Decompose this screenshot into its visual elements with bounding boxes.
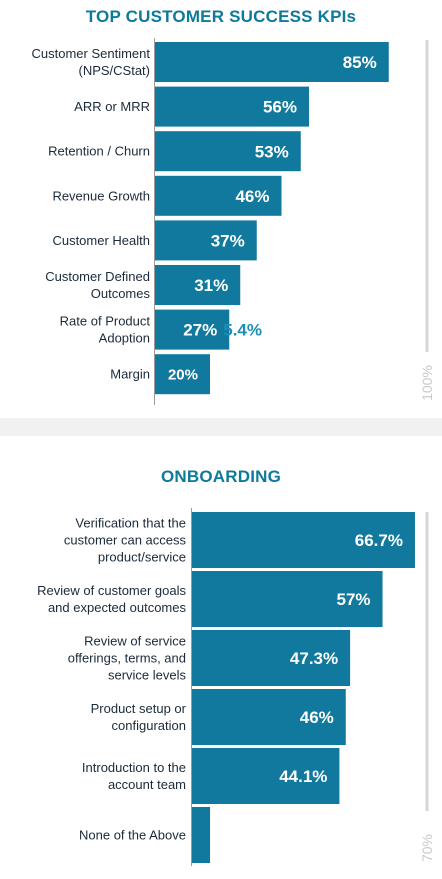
category-label: Rate of Product (60, 314, 151, 329)
bar (155, 309, 230, 350)
bar (192, 630, 351, 686)
bar (155, 131, 301, 172)
value-label: 47.3% (290, 649, 338, 668)
category-label: product/service (98, 550, 186, 565)
category-label: Retention / Churn (48, 144, 150, 159)
category-label: offerings, terms, and (68, 651, 186, 666)
category-label: (NPS/CStat) (78, 63, 150, 78)
bar (155, 265, 241, 305)
value-label: 46% (300, 708, 334, 727)
value-label: 53% (255, 142, 289, 161)
category-label: Introduction to the (82, 760, 186, 775)
category-label: Customer Sentiment (32, 46, 151, 61)
kpi-bar-chart: 100% Customer Sentiment (NPS/CStat) 85% ARR … (32, 38, 435, 405)
bar (192, 571, 383, 627)
value-label: 37% (211, 232, 245, 251)
category-label: account team (108, 777, 186, 792)
bar (192, 689, 346, 745)
category-label: Customer Health (52, 233, 150, 248)
category-label: and expected outcomes (48, 600, 187, 615)
value-label: 85% (343, 53, 377, 72)
category-label: Customer Defined (45, 269, 150, 284)
bar (155, 86, 309, 127)
bar (192, 807, 211, 863)
category-label: Revenue Growth (52, 188, 150, 203)
scale-label: 100% (419, 365, 435, 401)
scale-label: 70% (419, 834, 435, 862)
category-label: Product setup or (91, 701, 187, 716)
value-label: 27% (183, 321, 217, 340)
category-label: None of the Above (79, 828, 186, 843)
value-label: 20% (168, 367, 198, 384)
category-label: Outcomes (91, 286, 151, 301)
onboarding-panel: ONBOARDING 70% Verification that the custo… (0, 436, 442, 879)
kpi-panel: TOP CUSTOMER SUCCESS KPIs 100% Customer S… (0, 0, 442, 418)
category-label: Review of customer goals (37, 583, 186, 598)
bar (155, 175, 282, 216)
bar (192, 512, 415, 568)
category-label: customer can access (64, 533, 187, 548)
bar (155, 42, 389, 82)
category-label: ARR or MRR (74, 99, 150, 114)
value-label: 46% (235, 187, 269, 206)
value-label: 57% (337, 590, 371, 609)
category-label: Margin (110, 367, 150, 382)
bar (192, 748, 340, 804)
bar (155, 354, 210, 395)
category-label: Review of service (84, 634, 186, 649)
onboarding-chart-title: ONBOARDING (160, 467, 282, 486)
bar (155, 220, 257, 261)
value-label: 31% (194, 276, 228, 295)
value-label: 56% (263, 98, 297, 117)
category-label: Verification that the (75, 516, 186, 531)
value-label: 66.7% (355, 531, 403, 550)
value-label: 44.1% (279, 767, 327, 786)
overflow-value-label: 5.4% (223, 321, 262, 340)
category-label: Adoption (99, 331, 150, 346)
category-label: configuration (112, 718, 186, 733)
onboarding-bar-chart: 70% Verification that the customer can acc… (37, 508, 435, 866)
category-label: service levels (108, 668, 187, 683)
kpi-chart-title: TOP CUSTOMER SUCCESS KPIs (85, 7, 357, 26)
